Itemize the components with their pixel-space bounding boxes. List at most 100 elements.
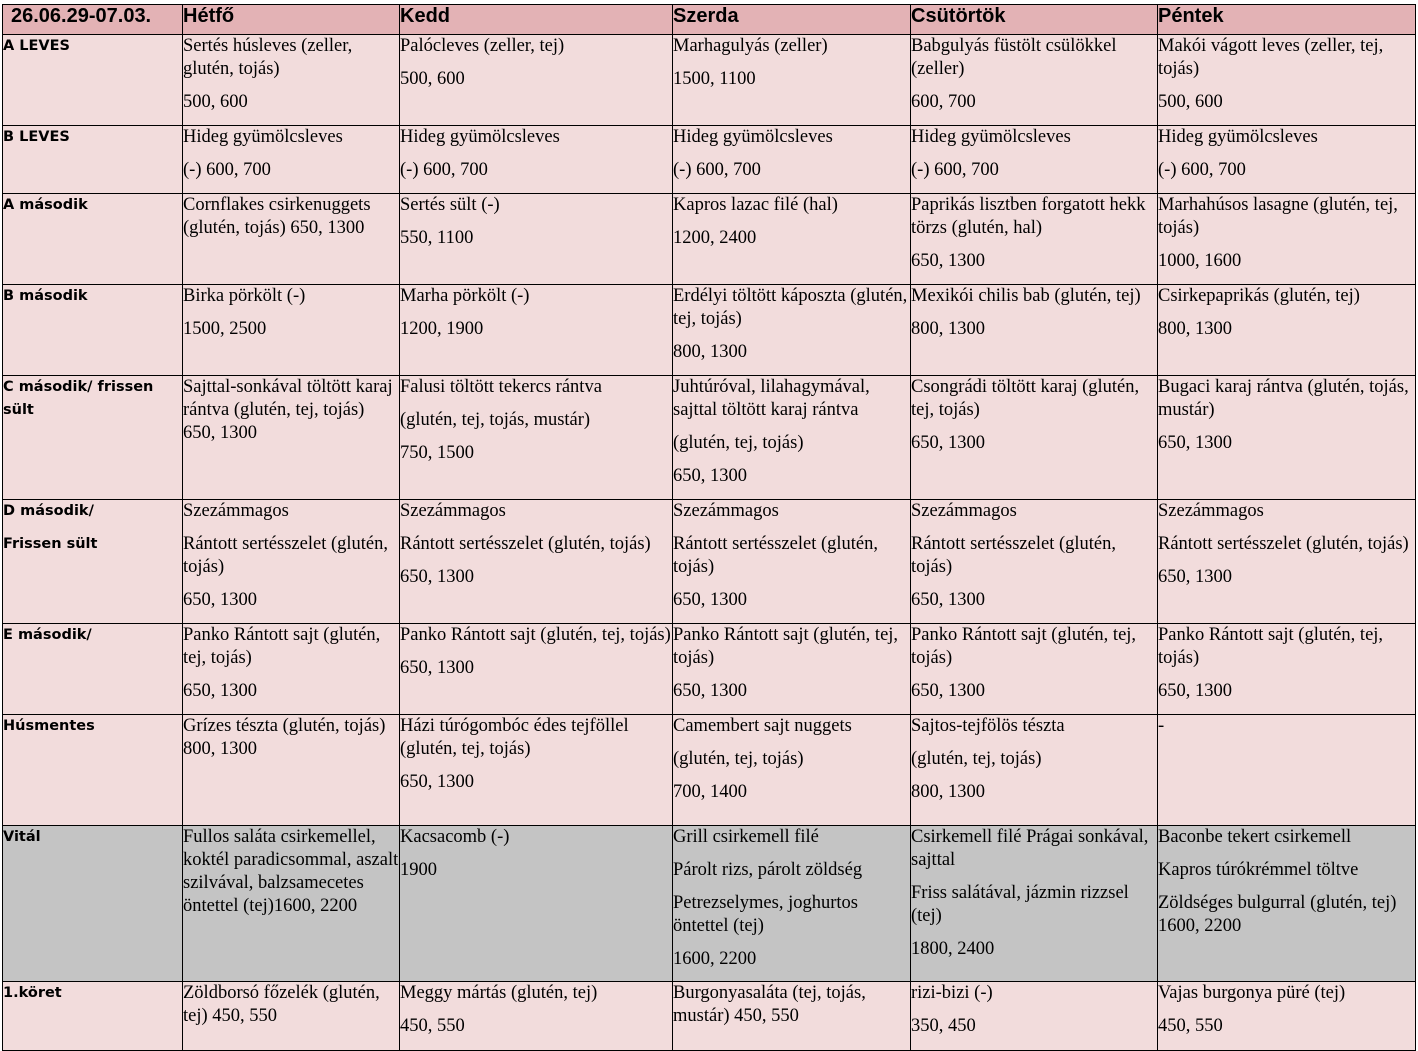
menu-item-text: Kacsacomb (-) — [400, 827, 510, 847]
menu-cell-wednesday: Marhagulyás (zeller) 1500, 1100 — [672, 34, 911, 126]
menu-item-text: Birka pörkölt (-) — [183, 286, 306, 306]
menu-cell-friday: Panko Rántott sajt (glutén, tej, tojás) 6… — [1157, 623, 1416, 715]
category-label: 1.köret — [2, 981, 183, 1051]
menu-item-text: Sajtos-tejfölös tészta — [911, 716, 1065, 736]
menu-item-text: 650, 1300 — [1158, 567, 1232, 587]
menu-cell-thursday: Csongrádi töltött karaj (glutén, tej, to… — [910, 375, 1158, 500]
menu-row: Húsmentes Grízes tészta (glutén, tojás) 8… — [2, 714, 1416, 826]
menu-item-text: 800, 1300 — [911, 319, 985, 339]
menu-item-text: 1200, 1900 — [400, 319, 484, 339]
menu-item-text: 600, 700 — [911, 92, 976, 112]
menu-item-text: Baconbe tekert csirkemell — [1158, 827, 1352, 847]
menu-cell-thursday: Csirkemell filé Prágai sonkával, sajttal… — [910, 825, 1158, 982]
menu-item-text: Cornflakes csirkenuggets (glutén, tojás)… — [183, 195, 371, 238]
menu-item-text: Hideg gyümölcsleves — [183, 127, 343, 147]
menu-item-text: 650, 1300 — [1158, 433, 1232, 453]
menu-cell-thursday: Szezámmagos Rántott sertésszelet (glutén,… — [910, 499, 1158, 624]
menu-cell-wednesday: Kapros lazac filé (hal) 1200, 2400 — [672, 193, 911, 285]
menu-item-text: Párolt rizs, párolt zöldség — [673, 860, 863, 880]
menu-item-text: Mexikói chilis bab (glutén, tej) — [911, 286, 1141, 306]
day-header-tuesday: Kedd — [399, 4, 673, 35]
menu-item-text: Csongrádi töltött karaj (glutén, tej, to… — [911, 377, 1140, 420]
category-label: B második — [2, 284, 183, 376]
menu-item-text: Burgonyasaláta (tej, tojás, mustár) 450,… — [673, 983, 866, 1026]
menu-item-text: (-) 600, 700 — [400, 160, 488, 180]
menu-item-text: (glutén, tej, tojás) — [911, 749, 1042, 769]
category-label: Vitál — [2, 825, 183, 982]
menu-cell-friday: Szezámmagos Rántott sertésszelet (glutén,… — [1157, 499, 1416, 624]
menu-item-text: 650, 1300 — [400, 772, 474, 792]
weekly-menu-table: 26.06.29-07.03. Hétfő Kedd Szerda Csütör… — [2, 4, 1416, 1051]
menu-cell-monday: Zöldborsó főzelék (glutén, tej) 450, 550 — [182, 981, 400, 1051]
menu-item-text: 1000, 1600 — [1158, 251, 1242, 271]
menu-item-text: Csirkepaprikás (glutén, tej) — [1158, 286, 1360, 306]
menu-cell-friday: Csirkepaprikás (glutén, tej) 800, 1300 — [1157, 284, 1416, 376]
menu-item-text: Szezámmagos — [673, 501, 779, 521]
menu-item-text: Panko Rántott sajt (glutén, tej, tojás) — [400, 625, 671, 645]
menu-item-text: Bugaci karaj rántva (glutén, tojás, must… — [1158, 377, 1409, 420]
menu-item-text: 650, 1300 — [183, 590, 257, 610]
menu-item-text: 450, 550 — [1158, 1016, 1223, 1036]
menu-item-text: (-) 600, 700 — [673, 160, 761, 180]
menu-cell-monday: Sertés húsleves (zeller, glutén, tojás) 5… — [182, 34, 400, 126]
menu-item-text: Sertés sült (-) — [400, 195, 500, 215]
menu-row: A LEVES Sertés húsleves (zeller, glutén, … — [2, 34, 1416, 126]
menu-item-text: 650, 1300 — [183, 681, 257, 701]
menu-body: A LEVES Sertés húsleves (zeller, glutén, … — [2, 34, 1416, 1051]
menu-item-text: Hideg gyümölcsleves — [673, 127, 833, 147]
menu-item-text: (-) 600, 700 — [1158, 160, 1246, 180]
menu-cell-tuesday: Szezámmagos Rántott sertésszelet (glutén,… — [399, 499, 673, 624]
menu-cell-wednesday: Grill csirkemell filé Párolt rizs, párolt… — [672, 825, 911, 982]
day-header-thursday: Csütörtök — [910, 4, 1158, 35]
menu-item-text: rizi-bizi (-) — [911, 983, 993, 1003]
menu-item-text: Panko Rántott sajt (glutén, tej, tojás) — [1158, 625, 1384, 668]
category-label: E második/ — [2, 623, 183, 715]
menu-item-text: Zöldséges bulgurral (glutén, tej) 1600, … — [1158, 893, 1397, 936]
menu-cell-friday: Baconbe tekert csirkemell Kapros túrókrém… — [1157, 825, 1416, 982]
menu-cell-wednesday: Juhtúróval, lilahagymával, sajttal töltö… — [672, 375, 911, 500]
category-label: A második — [2, 193, 183, 285]
menu-cell-tuesday: Sertés sült (-) 550, 1100 — [399, 193, 673, 285]
menu-item-text: Rántott sertésszelet (glutén, tojás) — [183, 534, 388, 577]
menu-cell-monday: Hideg gyümölcsleves (-) 600, 700 — [182, 125, 400, 194]
menu-item-text: (glutén, tej, tojás) — [673, 433, 804, 453]
menu-cell-tuesday: Panko Rántott sajt (glutén, tej, tojás) 6… — [399, 623, 673, 715]
menu-item-text: Rántott sertésszelet (glutén, tojás) — [911, 534, 1116, 577]
day-header-friday: Péntek — [1157, 4, 1416, 35]
menu-item-text: Szezámmagos — [1158, 501, 1264, 521]
menu-row: E második/Panko Rántott sajt (glutén, te… — [2, 623, 1416, 715]
menu-item-text: Sertés húsleves (zeller, glutén, tojás) — [183, 36, 353, 79]
menu-item-text: Vajas burgonya püré (tej) — [1158, 983, 1346, 1003]
menu-item-text: 450, 550 — [400, 1016, 465, 1036]
menu-cell-wednesday: Camembert sajt nuggets (glutén, tej, tojá… — [672, 714, 911, 826]
menu-cell-friday: - — [1157, 714, 1416, 826]
menu-item-text: Szezámmagos — [911, 501, 1017, 521]
menu-item-text: Fullos saláta csirkemellel, koktél parad… — [183, 827, 399, 916]
menu-cell-monday: Cornflakes csirkenuggets (glutén, tojás)… — [182, 193, 400, 285]
menu-item-text: Friss salátával, jázmin rizzsel (tej) — [911, 883, 1129, 926]
category-label-text: Vitál — [3, 829, 41, 845]
menu-item-text: Marhagulyás (zeller) — [673, 36, 828, 56]
category-label-text: E második/ — [3, 627, 92, 643]
menu-item-text: 650, 1300 — [673, 681, 747, 701]
menu-cell-friday: Bugaci karaj rántva (glutén, tojás, must… — [1157, 375, 1416, 500]
menu-item-text: Meggy mártás (glutén, tej) — [400, 983, 598, 1003]
menu-item-text: Szezámmagos — [400, 501, 506, 521]
category-label-text: D második/ — [3, 503, 94, 519]
menu-row: A második Cornflakes csirkenuggets (gluté… — [2, 193, 1416, 285]
menu-cell-tuesday: Házi túrógombóc édes tejföllel (glutén, … — [399, 714, 673, 826]
menu-item-text: 650, 1300 — [911, 251, 985, 271]
menu-item-text: Házi túrógombóc édes tejföllel (glutén, … — [400, 716, 629, 759]
menu-item-text: Erdélyi töltött káposzta (glutén, tej, t… — [673, 286, 908, 329]
menu-cell-tuesday: Hideg gyümölcsleves (-) 600, 700 — [399, 125, 673, 194]
menu-item-text: 1500, 1100 — [673, 69, 756, 89]
menu-cell-wednesday: Burgonyasaláta (tej, tojás, mustár) 450,… — [672, 981, 911, 1051]
menu-cell-wednesday: Erdélyi töltött káposzta (glutén, tej, t… — [672, 284, 911, 376]
menu-cell-thursday: rizi-bizi (-) 350, 450 — [910, 981, 1158, 1051]
menu-item-text: Petrezselymes, joghurtos öntettel (tej) — [673, 893, 858, 936]
menu-cell-wednesday: Szezámmagos Rántott sertésszelet (glutén,… — [672, 499, 911, 624]
menu-row: C második/ frissen sült Sajttal-sonkával … — [2, 375, 1416, 500]
menu-cell-monday: Fullos saláta csirkemellel, koktél parad… — [182, 825, 400, 982]
menu-cell-thursday: Paprikás lisztben forgatott hekk törzs (… — [910, 193, 1158, 285]
menu-item-text: Rántott sertésszelet (glutén, tojás) — [400, 534, 651, 554]
